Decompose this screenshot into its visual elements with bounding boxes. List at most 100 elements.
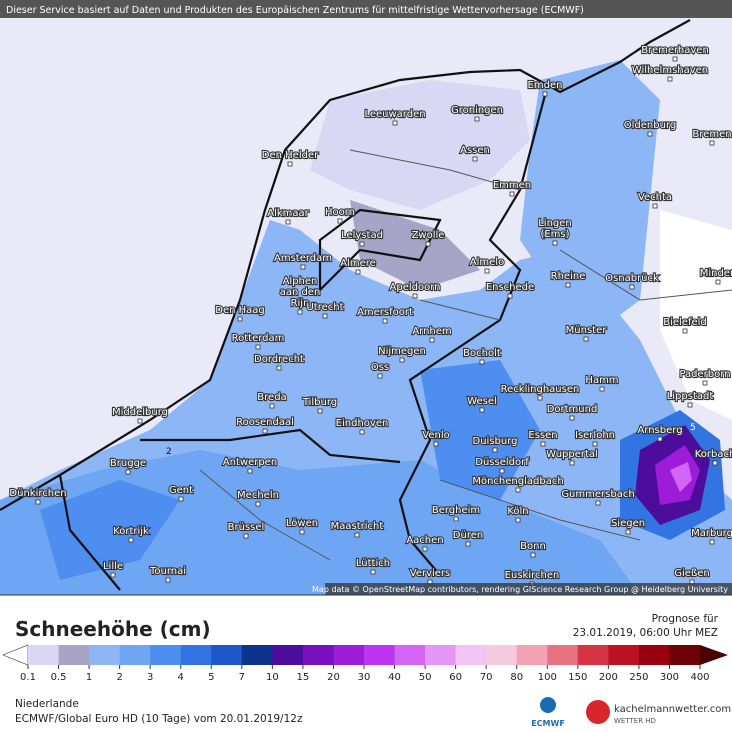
city-label: Lippstadt [667, 391, 714, 402]
city-label: Gießen [674, 568, 709, 579]
city-dot [672, 56, 678, 62]
city-dot [492, 447, 498, 453]
ecmwf-icon [540, 697, 556, 713]
city-label: Osnabrück [605, 273, 659, 284]
city-label: Düren [453, 530, 483, 541]
colorbar-box [577, 645, 609, 665]
colorbar-box [180, 645, 212, 665]
city-dot [474, 116, 480, 122]
city-dot [540, 441, 546, 447]
colorbar-box [302, 645, 334, 665]
city-dot [247, 468, 253, 474]
colorbar-box [455, 645, 487, 665]
city-dot [715, 279, 721, 285]
city-dot [479, 359, 485, 365]
colorbar-box [364, 645, 395, 665]
site-logo: kachelmannwetter.com [614, 704, 731, 715]
city-label: Mecheln [237, 490, 279, 501]
city-dot [399, 357, 405, 363]
city-dot [287, 161, 293, 167]
city-label: Amersfoort [357, 307, 413, 318]
colorbar-box [333, 645, 365, 665]
city-dot [515, 487, 521, 493]
city-label: Mönchengladbach [472, 476, 563, 487]
city-dot [530, 552, 536, 558]
city-dot [269, 403, 275, 409]
city-dot [509, 191, 515, 197]
colorbar-box [272, 645, 304, 665]
city-label: Bremerhaven [641, 45, 709, 56]
city-label: Verviers [410, 568, 451, 579]
city-dot [537, 395, 543, 401]
city-label: Hamm [585, 375, 618, 386]
attribution: Map data © OpenStreetMap contributors, r… [312, 585, 728, 594]
city-dot [712, 460, 718, 466]
region: Niederlande [15, 698, 79, 710]
city-label: Enschede [486, 282, 534, 293]
city-label: Dortmund [547, 404, 598, 415]
colorbar-box [150, 645, 182, 665]
city-label: Korbach [695, 449, 732, 460]
city-label: Oss [371, 362, 389, 373]
city-dot [276, 365, 282, 371]
city-label: aan den [280, 287, 321, 298]
colorbar-label: 100 [538, 672, 557, 683]
colorbar-box [58, 645, 90, 665]
city-label: Lingen [538, 218, 572, 229]
city-label: (Ems) [540, 229, 569, 240]
colorbar-box [211, 645, 243, 665]
city-label: Duisburg [473, 436, 518, 447]
colorbar-box [608, 645, 640, 665]
city-dot [453, 516, 459, 522]
colorbar-box [28, 645, 59, 665]
city-label: Utrecht [306, 302, 343, 313]
city-dot [285, 219, 291, 225]
city-dot [465, 541, 471, 547]
city-dot [237, 316, 243, 322]
city-dot [337, 218, 343, 224]
city-dot [499, 468, 505, 474]
colorbar-box [394, 645, 426, 665]
sub-borders [199, 149, 732, 561]
city-label: Den Helder [262, 150, 319, 161]
city-label: Assen [460, 145, 490, 156]
city-label: Siegen [611, 518, 645, 529]
city-label: Dünkirchen [9, 488, 66, 499]
site-sub: WETTER HD [614, 717, 656, 725]
city-label: Lille [103, 561, 123, 572]
city-label: Den Haag [215, 305, 265, 316]
city-dot [255, 501, 261, 507]
colorbar-box [119, 645, 151, 665]
city-dot [433, 441, 439, 447]
colorbar-label: 250 [629, 672, 648, 683]
city-dot [382, 318, 388, 324]
city-label: Alkmaar [267, 208, 309, 219]
city-labels: Bremerhaven Wilhelmshaven Emden Oldenburg Br… [8, 44, 732, 587]
colorbar-label: 3 [147, 672, 153, 683]
city-dot [425, 241, 431, 247]
colorbar-label: 10 [266, 672, 279, 683]
city-dot [709, 140, 715, 146]
city-dot [317, 408, 323, 414]
city-dot [592, 441, 598, 447]
attribution-bg [325, 583, 732, 595]
city-label: Amsterdam [274, 253, 332, 264]
colorbar-box [516, 645, 548, 665]
colorbar-label: 300 [660, 672, 679, 683]
city-dot [429, 337, 435, 343]
colorbar-label: 0.1 [20, 672, 36, 683]
city-dot [354, 532, 360, 538]
city-label: Marburg [691, 528, 732, 539]
city-dot [569, 460, 575, 466]
city-label: Venlo [422, 430, 449, 441]
city-dot [359, 429, 365, 435]
city-label: Iserlohn [575, 430, 615, 441]
city-dot [128, 537, 134, 543]
city-dot [515, 517, 521, 523]
city-label: Brugge [110, 458, 146, 469]
colorbar-above [700, 645, 728, 665]
colorbar-label: 400 [690, 672, 709, 683]
city-dot [702, 380, 708, 386]
city-label: Almere [340, 258, 376, 269]
